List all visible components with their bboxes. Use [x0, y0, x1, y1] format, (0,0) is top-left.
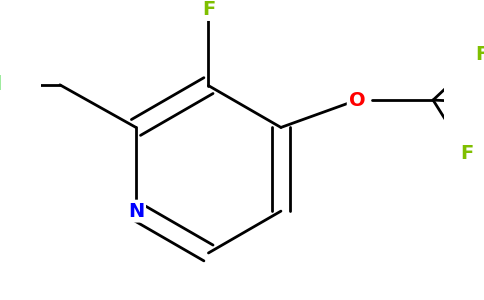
Text: O: O — [348, 91, 365, 110]
Text: F: F — [460, 144, 473, 163]
Text: Cl: Cl — [0, 75, 2, 94]
Text: F: F — [202, 0, 215, 19]
Text: F: F — [475, 45, 484, 64]
Text: N: N — [128, 202, 144, 220]
